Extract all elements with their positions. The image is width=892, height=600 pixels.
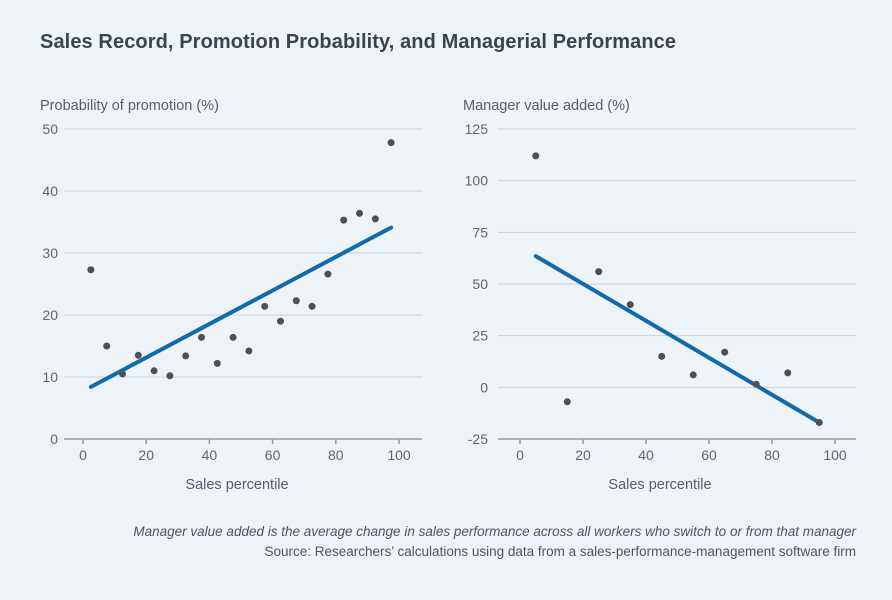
scatter-point: [119, 370, 126, 378]
source-text: Source: Researchers’ calculations using …: [264, 543, 856, 559]
y-tick-label: 100: [465, 173, 489, 189]
scatter-point: [87, 266, 95, 274]
x-tick-label: 20: [138, 447, 154, 463]
y-tick-label: 0: [50, 431, 58, 447]
footnote-text: Manager value added is the average chang…: [133, 524, 856, 539]
scatter-point: [721, 348, 729, 356]
y-tick-label: 25: [472, 328, 488, 344]
scatter-point: [229, 333, 237, 341]
scatter-point: [563, 398, 571, 406]
scatter-point: [356, 209, 363, 217]
y-tick-label: 50: [472, 276, 488, 292]
right-y-axis-title: Manager value added (%): [463, 98, 630, 114]
scatter-point: [371, 215, 379, 223]
x-tick-label: 40: [638, 447, 654, 463]
x-tick-label: 60: [701, 447, 717, 463]
x-tick-label: 20: [575, 447, 591, 463]
scatter-point: [103, 342, 111, 350]
left-chart-plot: 0 10 20 30 40 50 0 20 40 60 80 100: [42, 121, 422, 463]
left-y-axis-title: Probability of promotion (%): [40, 98, 219, 114]
y-tick-label: 125: [465, 121, 489, 137]
x-tick-label: 0: [516, 447, 524, 463]
scatter-point: [134, 351, 142, 359]
right-x-axis-title: Sales percentile: [608, 477, 712, 493]
y-tick-label: 20: [42, 307, 58, 323]
scatter-point: [532, 152, 540, 160]
x-tick-label: 60: [265, 447, 281, 463]
trend-line: [88, 225, 394, 389]
y-tick-label: 10: [42, 369, 58, 385]
y-tick-label: -25: [468, 431, 488, 447]
y-tick-label: 75: [472, 224, 488, 240]
x-tick-label: 80: [764, 447, 780, 463]
scatter-point: [308, 302, 316, 310]
scatter-point: [387, 139, 395, 147]
scatter-point: [626, 301, 634, 309]
y-tick-label: 0: [480, 379, 488, 395]
charts-row: Probability of promotion (%) 0 10 20 30 40 50…: [40, 96, 857, 493]
scatter-point: [166, 372, 174, 380]
scatter-point: [689, 371, 697, 379]
scatter-point: [150, 367, 158, 375]
figure-footer: Manager value added is the average chang…: [133, 522, 856, 561]
scatter-point: [752, 380, 760, 388]
x-tick-label: 80: [328, 447, 344, 463]
scatter-point: [182, 352, 190, 360]
scatter-point: [213, 359, 221, 367]
scatter-point: [658, 352, 666, 360]
right-chart-plot: -25 0 25 50 75 100 125 0 20 40 60 80 100: [465, 121, 856, 463]
scatter-point: [324, 270, 332, 278]
x-tick-label: 100: [387, 447, 411, 463]
y-tick-label: 30: [42, 245, 58, 261]
chart-figure-promotion: Probability of promotion (%) 0 10 20 30 40 50…: [40, 96, 434, 493]
scatter-point: [261, 302, 269, 310]
scatter-point: [340, 216, 348, 224]
y-tick-label: 50: [42, 121, 58, 137]
trend-line: [533, 254, 822, 425]
scatter-point: [245, 347, 253, 355]
scatter-point: [292, 297, 300, 305]
scatter-point: [815, 418, 823, 426]
x-tick-label: 100: [823, 447, 847, 463]
chart-figure-value-added: Manager value added (%) -25 0 25 50 75 100 125…: [463, 96, 857, 493]
x-tick-label: 40: [202, 447, 218, 463]
scatter-point: [277, 317, 284, 325]
page-title: Sales Record, Promotion Probability, and…: [40, 31, 677, 53]
scatter-point: [595, 268, 603, 276]
x-tick-label: 0: [79, 447, 87, 463]
left-x-axis-title: Sales percentile: [185, 477, 289, 493]
scatter-point: [198, 333, 205, 341]
y-tick-label: 40: [42, 183, 58, 199]
scatter-point: [784, 369, 792, 377]
